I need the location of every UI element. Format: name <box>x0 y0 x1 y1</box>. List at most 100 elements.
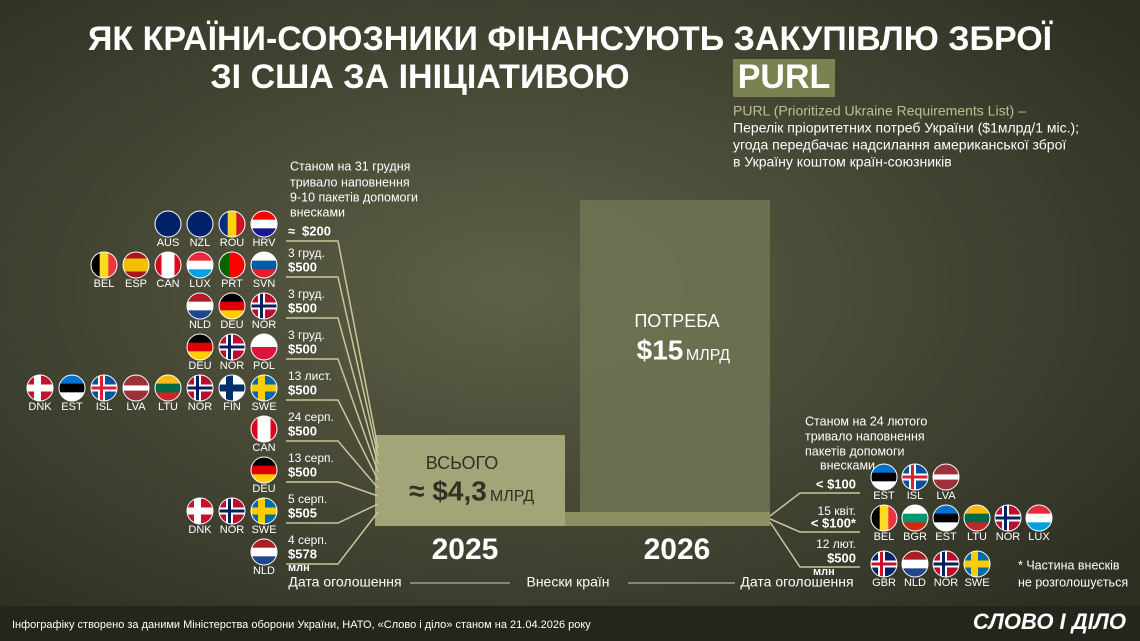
flag-stripe <box>933 464 959 470</box>
flag <box>251 498 277 524</box>
connector <box>286 481 379 497</box>
flag-rim <box>218 292 246 320</box>
flag-stripe <box>933 474 959 481</box>
flag-rim <box>154 251 182 279</box>
flag-rim <box>870 504 898 532</box>
flag-stripe <box>187 252 213 262</box>
source: Інфографіку створено за даними Міністерс… <box>12 619 591 631</box>
flag-stripe <box>1026 505 1052 515</box>
flag-stripe <box>251 260 277 270</box>
country-code: EST <box>61 401 83 413</box>
flag-stripe <box>902 513 928 523</box>
flag <box>251 539 277 566</box>
date: 4 серп. <box>288 533 327 547</box>
flag <box>995 505 1021 531</box>
flag <box>187 375 213 401</box>
flag-stripe <box>224 252 230 278</box>
flag-stripe <box>155 392 181 402</box>
flag-rim <box>250 456 278 484</box>
flag-stripe <box>123 380 149 386</box>
flag-stripe <box>871 472 897 482</box>
flag-stripe <box>123 390 149 397</box>
definition: Перелік пріоритетних потреб України ($1м… <box>733 120 1079 136</box>
flag-stripe <box>123 271 149 279</box>
flag-stripe <box>219 252 225 278</box>
flag-rim <box>186 251 214 279</box>
flag-rim <box>90 374 118 402</box>
country-code: NLD <box>904 577 926 589</box>
note: Станом на 24 лютого <box>805 414 927 428</box>
need-bar <box>580 200 770 526</box>
flag <box>187 498 213 524</box>
flag-cross <box>187 386 213 390</box>
country-code: PRT <box>221 278 243 290</box>
flag-stripe <box>234 252 241 278</box>
amount: $500 <box>288 464 317 479</box>
flag-stripe <box>99 252 109 278</box>
date: 5 серп. <box>288 492 327 506</box>
need-unit: МЛРД <box>686 347 730 364</box>
flag-stripe <box>219 301 245 311</box>
flag <box>187 293 213 320</box>
logo: СЛОВО І ДІЛО <box>973 609 1126 634</box>
country-code: BEL <box>874 531 895 543</box>
flag-rim <box>250 538 278 566</box>
flag-stripe <box>902 559 928 569</box>
connector <box>769 492 860 517</box>
year: 2025 <box>432 533 499 566</box>
flag <box>219 211 246 237</box>
country-code: NZL <box>190 237 211 249</box>
flag-stripe <box>251 228 277 238</box>
flag-rim <box>218 210 246 238</box>
connector <box>769 518 860 533</box>
flag-stripe <box>155 383 181 393</box>
flag-rim <box>870 463 898 491</box>
flag-stripe <box>902 522 928 532</box>
flag-stripe <box>155 252 162 278</box>
amount: $578 <box>288 546 317 561</box>
flag <box>27 375 53 401</box>
amount: $500 <box>288 341 317 356</box>
flag-stripe <box>251 211 277 221</box>
highlight-box <box>733 59 835 97</box>
flag-stripe <box>251 269 277 279</box>
date: 3 груд. <box>288 246 325 260</box>
flag-rim <box>122 374 150 402</box>
country-code: LVA <box>126 401 146 413</box>
flag-stripe <box>91 252 101 278</box>
flag-stripe <box>161 252 169 278</box>
country-code: SWE <box>251 401 276 413</box>
flag-stripe <box>187 334 213 344</box>
flag-rim <box>250 333 278 361</box>
flag-cross <box>27 386 53 390</box>
flag-rim <box>218 333 246 361</box>
note: Станом на 31 грудня <box>290 159 410 173</box>
note: пакетів допомоги <box>805 444 905 458</box>
flag-stripe <box>902 551 928 561</box>
flag-cross <box>251 509 277 513</box>
country-code: DNK <box>28 401 52 413</box>
axis-label: Внески країн <box>526 574 609 590</box>
amount: < $100* <box>811 515 857 530</box>
date: 12 лют. <box>816 537 856 551</box>
flag-rim <box>932 463 960 491</box>
country-code: DNK <box>188 524 212 536</box>
country-code: LUX <box>189 278 211 290</box>
flag-rim <box>250 415 278 443</box>
flag <box>1026 505 1052 532</box>
flag-stripe <box>888 505 898 531</box>
flag <box>155 375 181 402</box>
connector <box>286 317 379 465</box>
flag-stripe <box>871 505 881 531</box>
flag-stripe <box>933 479 959 486</box>
flag-stripe <box>187 260 213 270</box>
country-code: AUS <box>157 237 180 249</box>
note: внесками <box>820 458 875 472</box>
flag-rim <box>250 210 278 238</box>
connector <box>286 240 379 449</box>
flag <box>219 334 245 360</box>
flag-cross <box>91 386 117 390</box>
flag-rim <box>154 210 182 238</box>
unit: млн <box>813 566 835 578</box>
country-code: DEU <box>252 483 275 495</box>
